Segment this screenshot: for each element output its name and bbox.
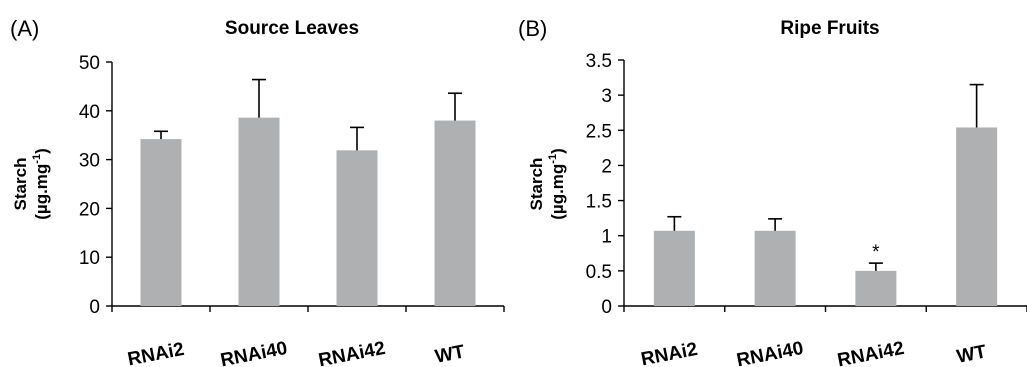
bar-rnai42 [855,270,897,306]
y-tick-label: 50 [79,53,100,74]
y-axis-unit: (µg.mg [548,164,567,220]
panel-label: (A) [10,16,39,41]
y-tick-label: 0 [601,297,612,318]
bar-wt [434,120,476,306]
panel-label: (B) [518,16,547,41]
bar-rnai40 [754,230,796,306]
x-category-label: RNAi40 [219,338,289,367]
y-tick-label: 1.5 [586,192,612,213]
x-category-label: RNAi42 [317,338,387,367]
panel-b: (B) Ripe Fruits Starch (µg.mg-1) 0 0.5 1 1.5 2 2.… [518,16,1027,367]
y-tick-label: 3 [601,86,612,107]
y-axis-unit-close: ) [32,148,51,154]
y-axis-label-line2: (µg.mg-1) [31,148,51,220]
bar-rnai40 [238,117,280,306]
chart-title: Ripe Fruits [780,18,879,39]
significance-marker: * [872,242,880,263]
y-axis-label-line1: Starch [11,158,30,211]
chart-title: Source Leaves [225,18,359,39]
panel-a: (A) Source Leaves Starch (µg.mg-1) 0 10 20 30 40… [10,16,505,367]
x-category-label: RNAi42 [836,338,906,367]
y-tick-label: 2.5 [586,121,612,142]
x-category-label: RNAi40 [735,338,805,367]
y-tick-label: 10 [79,248,100,269]
bar-rnai2 [653,230,695,306]
y-tick-label: 30 [79,151,100,172]
bar-rnai2 [140,139,182,306]
x-category-label: RNAi2 [639,339,699,367]
x-category-label: RNAi2 [126,339,186,367]
y-tick-label: 1 [601,227,612,248]
y-axis-unit-close: ) [548,148,567,154]
x-category-label: WT [955,341,988,367]
y-tick-label: 0.5 [586,262,612,283]
y-axis-unit: (µg.mg [32,164,51,220]
bar-wt [956,127,998,306]
y-tick-label: 40 [79,102,100,123]
y-tick-label: 20 [79,199,100,220]
y-axis-label-line2: (µg.mg-1) [547,148,567,220]
x-category-label: WT [433,341,466,367]
y-axis-label-line1: Starch [527,158,546,211]
y-axis-unit-exponent: -1 [547,154,559,164]
y-tick-label: 3.5 [586,51,612,72]
y-tick-label: 2 [601,156,612,177]
y-tick-label: 0 [89,297,100,318]
bar-rnai42 [336,150,378,306]
y-axis-unit-exponent: -1 [31,154,43,164]
